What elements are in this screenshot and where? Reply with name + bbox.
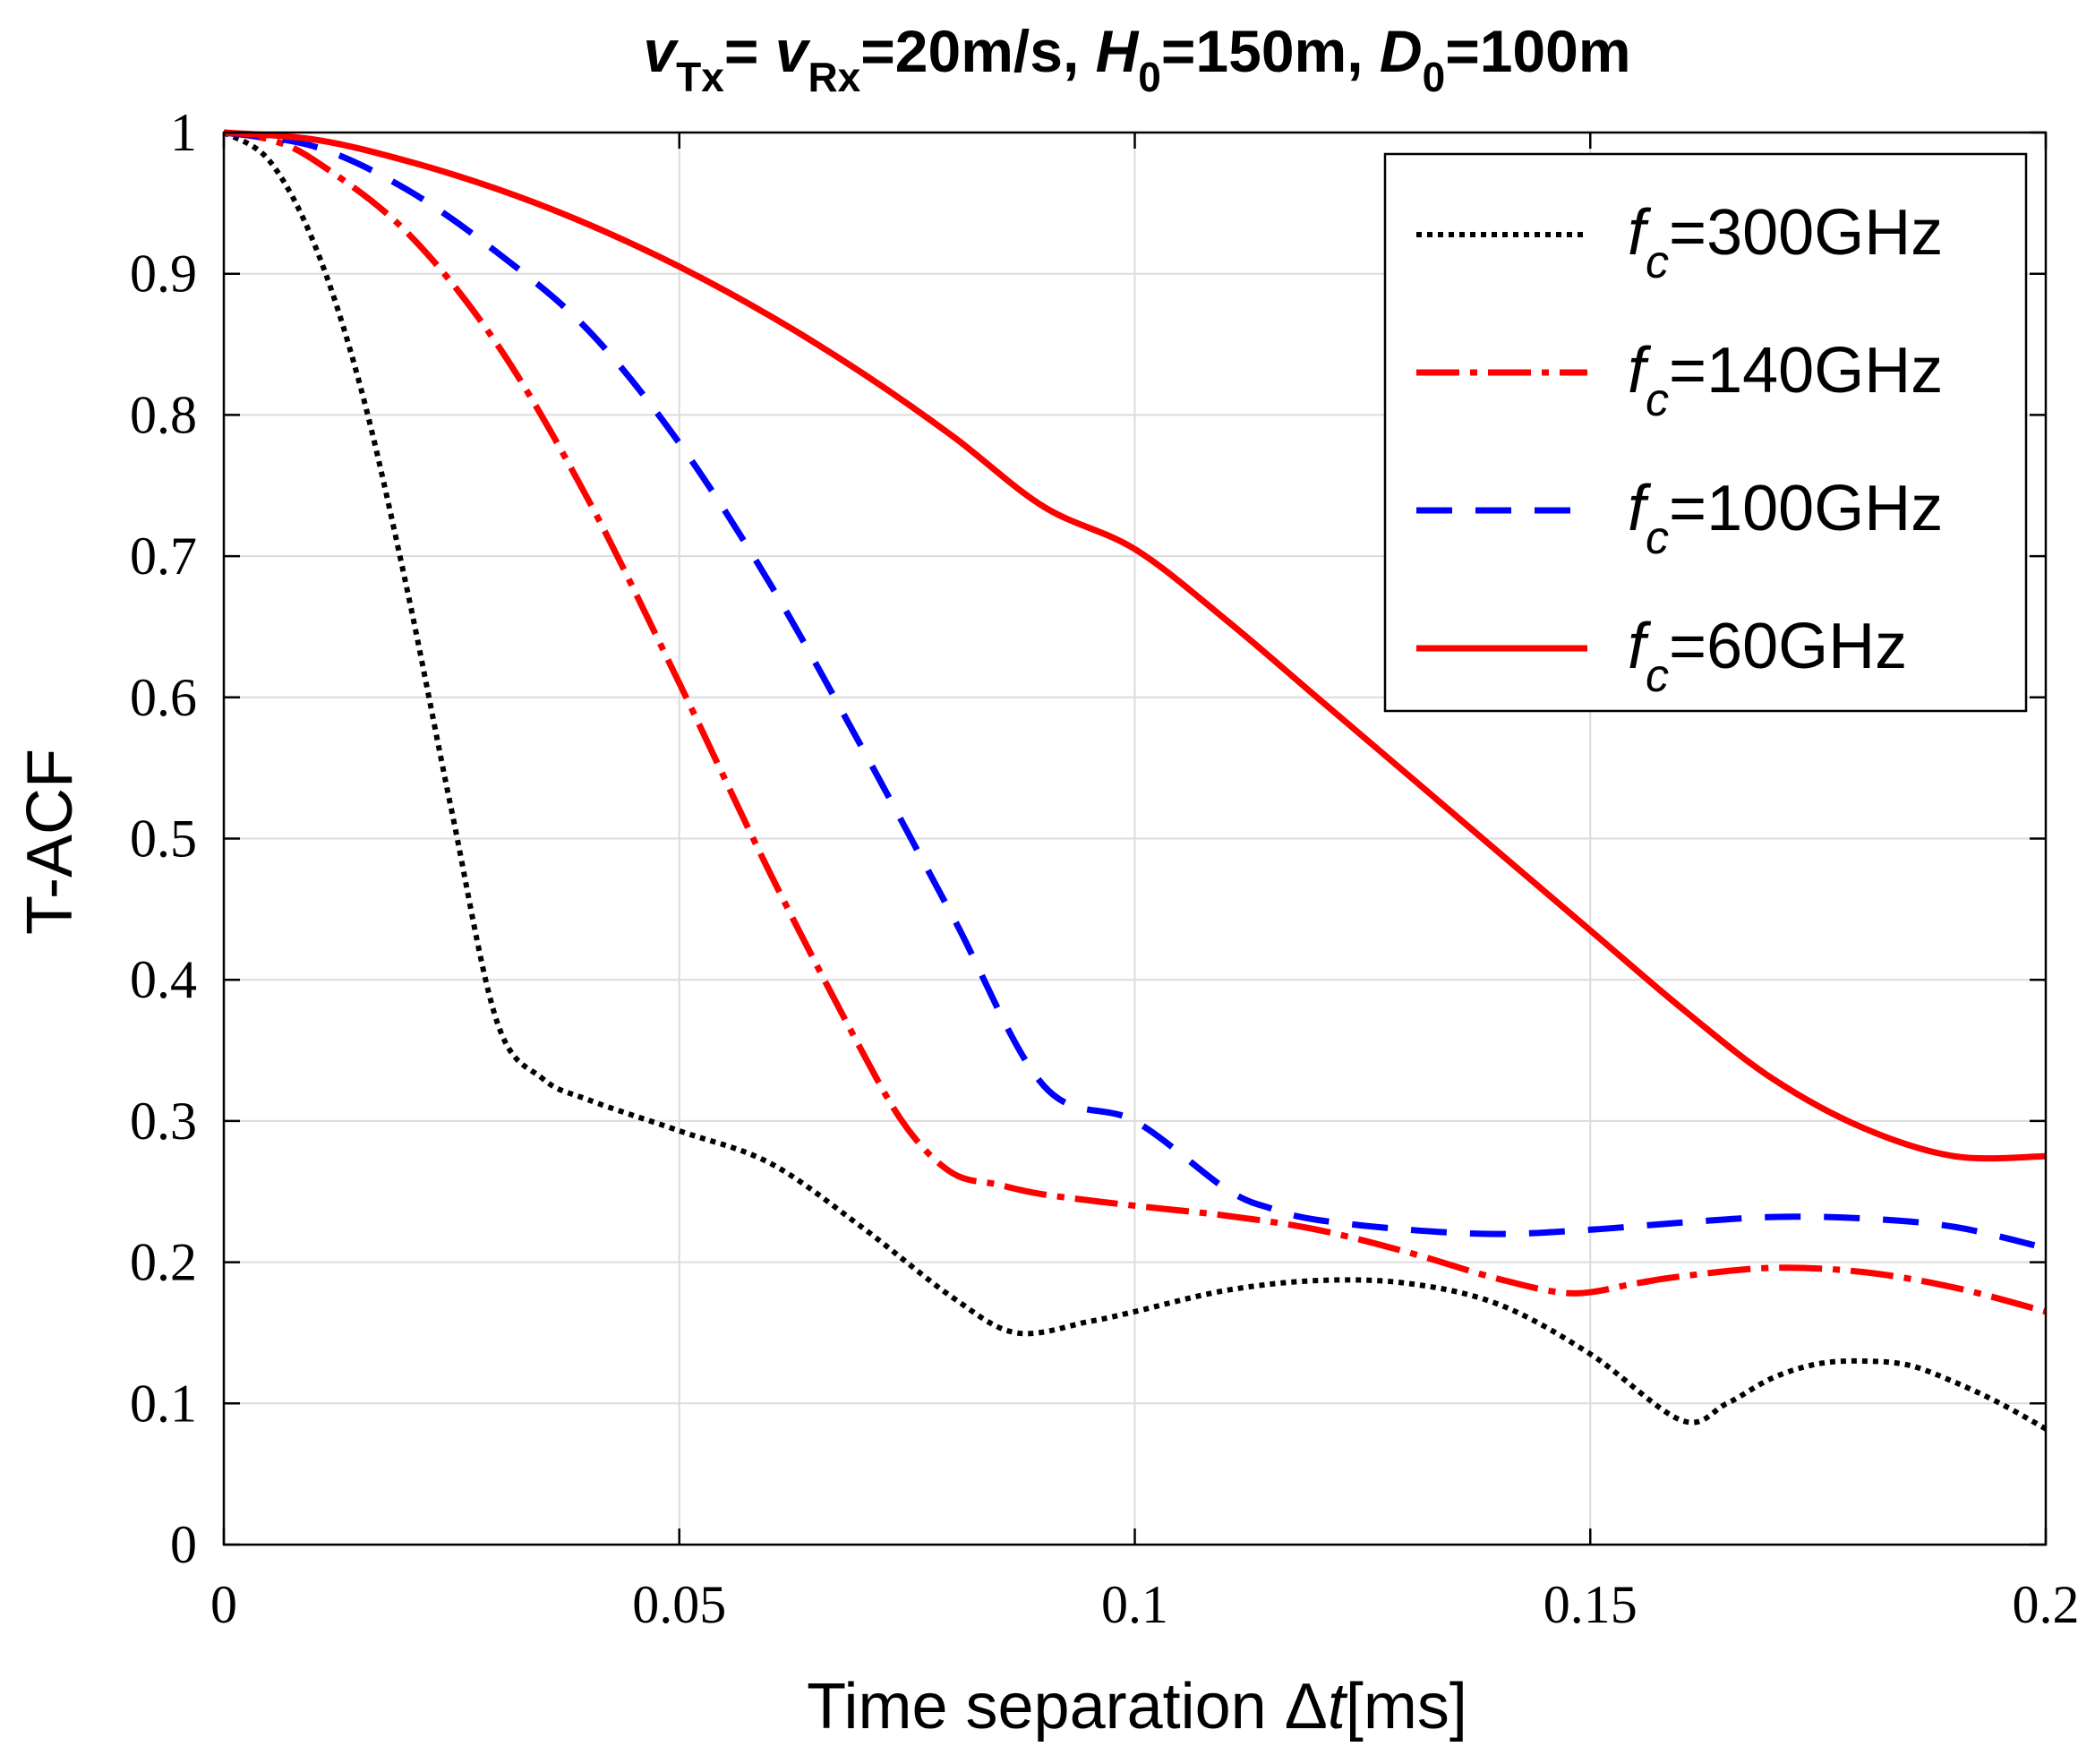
legend-label: fc=100GHz xyxy=(1628,473,1943,564)
x-axis-label: Time separation Δt[ms] xyxy=(807,1671,1467,1743)
x-tick-label: 0.1 xyxy=(1101,1575,1168,1634)
x-tick-label: 0.05 xyxy=(632,1575,726,1634)
series-line-300ghz xyxy=(222,130,2048,1432)
legend-box xyxy=(1383,152,2028,713)
series-line-60ghz xyxy=(223,129,2047,1162)
y-tick-label: 0.9 xyxy=(130,244,197,304)
y-tick-label: 0.1 xyxy=(130,1374,197,1433)
legend-label: fc=300GHz xyxy=(1628,197,1943,288)
legend-label: fc=60GHz xyxy=(1628,611,1907,702)
x-tick-label: 0.2 xyxy=(2013,1575,2080,1634)
y-tick-label: 0.6 xyxy=(130,668,197,727)
ticks: 0 0.05 0.1 0.15 0.2 0 0.1 0.2 0.3 0.4 0.5 0.6 0.7 0.8… xyxy=(130,103,2080,1634)
y-tick-label: 0.5 xyxy=(130,809,197,869)
chart-title: vTx= vRx=20m/s, H0=150m, D0=100m xyxy=(643,18,1630,100)
x-tick-label: 0 xyxy=(210,1575,237,1634)
y-tick-label: 0.7 xyxy=(130,527,197,586)
plot-lines xyxy=(222,129,2048,1432)
y-tick-label: 0.4 xyxy=(130,950,197,1009)
series-line-100ghz xyxy=(223,129,2047,1252)
y-tick-label: 1 xyxy=(170,103,197,162)
x-tick-label: 0.15 xyxy=(1543,1575,1638,1634)
y-tick-label: 0.2 xyxy=(130,1233,197,1292)
y-tick-label: 0.3 xyxy=(130,1092,197,1151)
y-axis-label: T-ACF xyxy=(14,749,86,935)
series-line-140ghz xyxy=(223,129,2047,1315)
y-tick-label: 0 xyxy=(170,1515,197,1574)
y-tick-label: 0.8 xyxy=(130,385,197,444)
